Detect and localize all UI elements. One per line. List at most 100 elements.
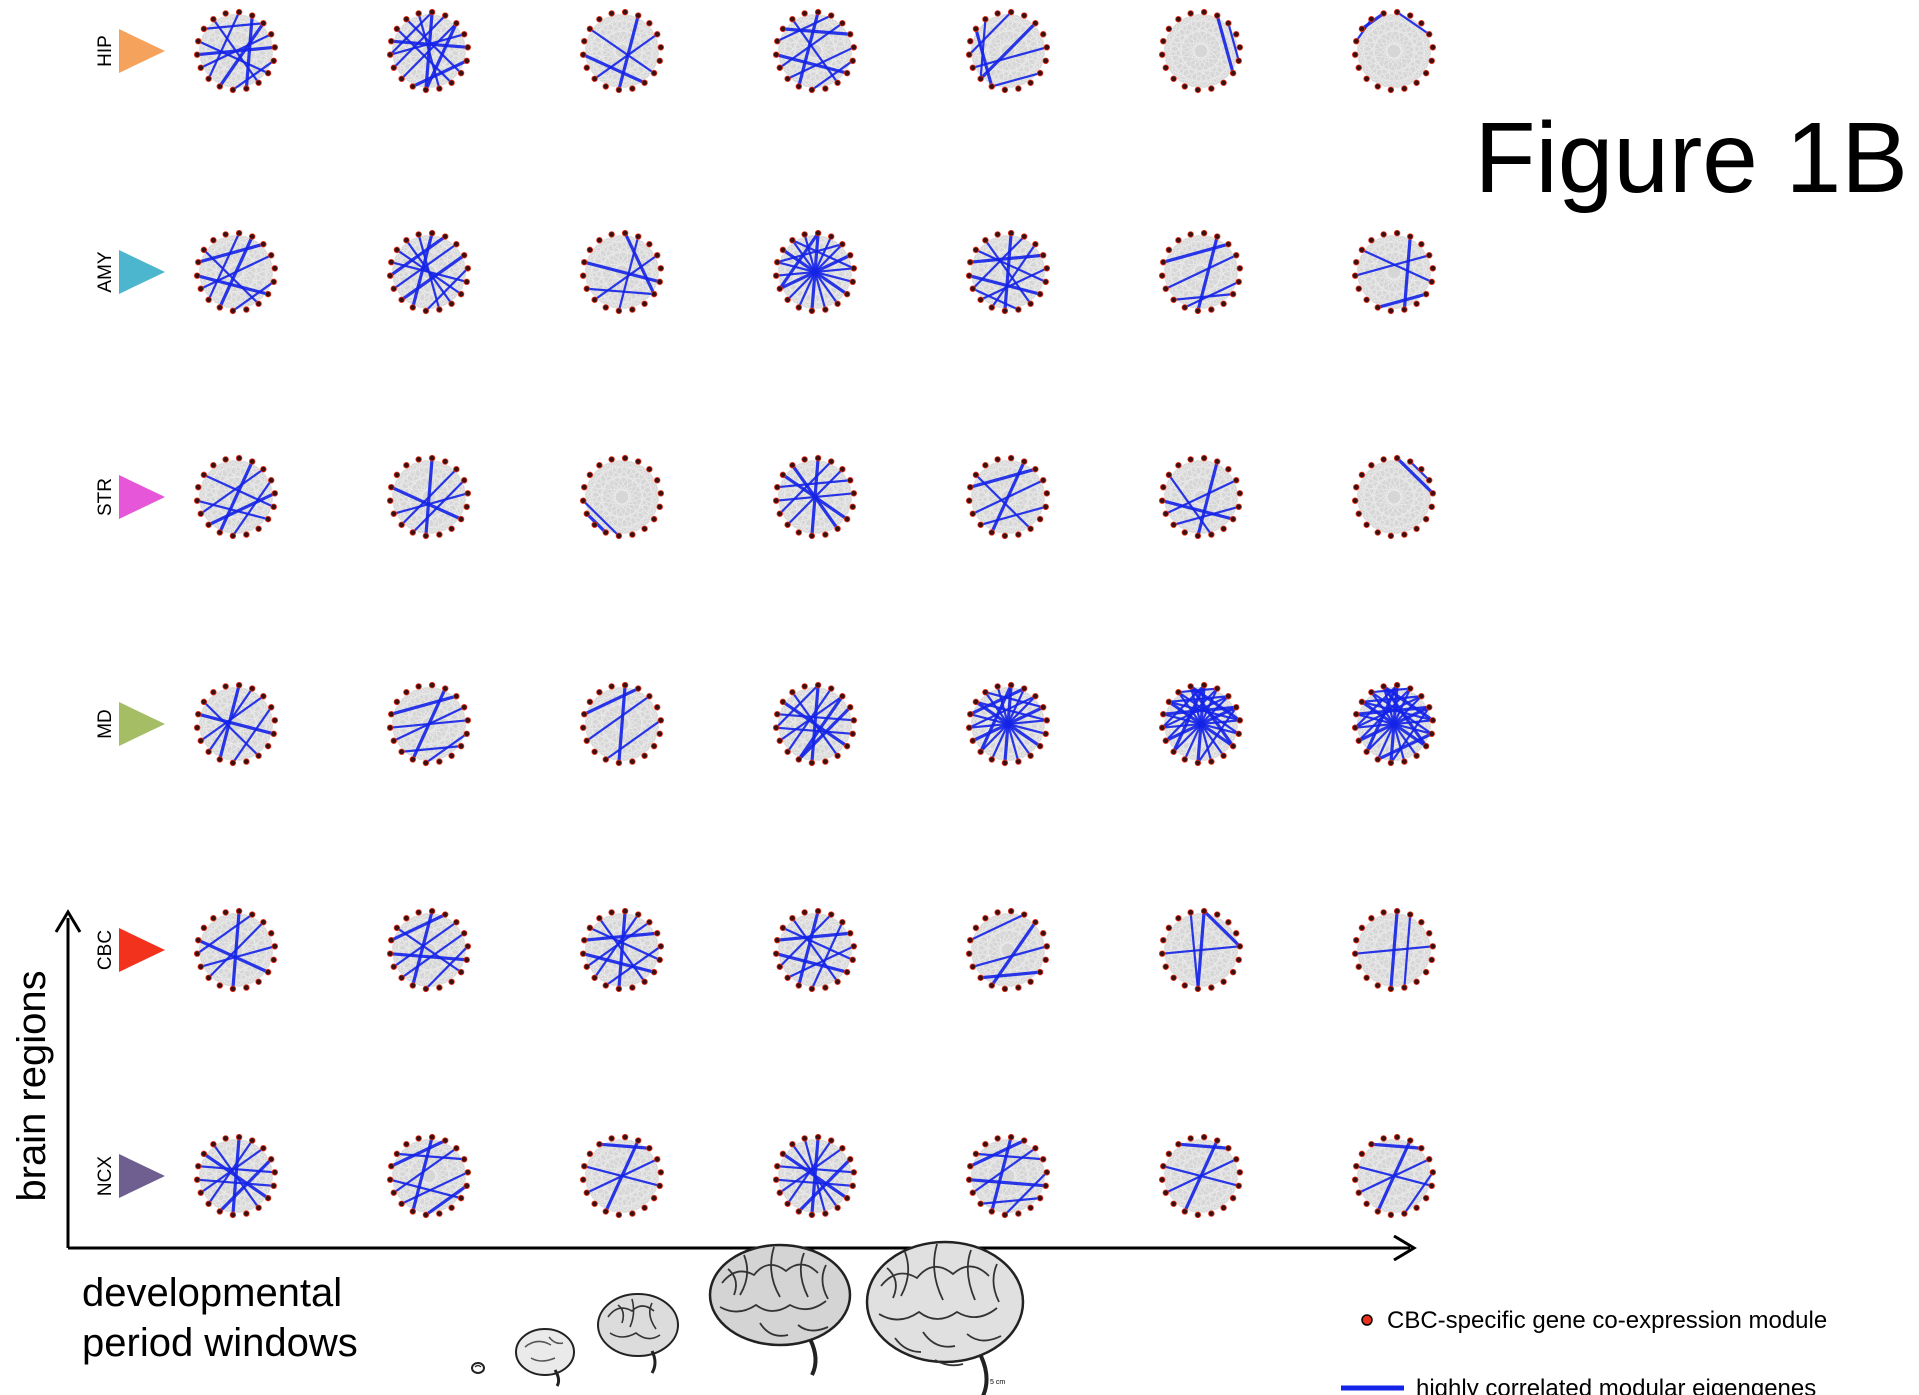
module-node xyxy=(235,681,243,689)
correlated-edge xyxy=(979,18,987,80)
module-node xyxy=(847,930,854,937)
module-node xyxy=(1214,911,1221,918)
module-node xyxy=(1351,272,1359,279)
module-node xyxy=(264,1194,272,1202)
module-node xyxy=(1426,930,1433,937)
module-node xyxy=(621,8,629,16)
module-node xyxy=(1181,1208,1188,1215)
module-node xyxy=(249,911,256,918)
module-node xyxy=(205,75,212,82)
module-node xyxy=(270,1182,277,1190)
module-node xyxy=(1233,704,1240,711)
correlated-edge xyxy=(968,686,1026,716)
module-node xyxy=(1194,86,1202,94)
module-node xyxy=(1225,241,1232,248)
module-node xyxy=(453,466,460,473)
module-node xyxy=(843,69,851,77)
correlated-edge xyxy=(1360,695,1423,703)
correlated-edge xyxy=(196,712,276,736)
correlated-edge xyxy=(979,505,1047,526)
module-node xyxy=(1001,307,1009,315)
correlated-edge xyxy=(1389,706,1431,764)
correlated-edge xyxy=(971,945,1048,968)
module-node xyxy=(270,278,277,286)
module-node xyxy=(1165,25,1173,33)
correlated-edge xyxy=(582,931,659,942)
module-node xyxy=(1160,710,1167,718)
module-node xyxy=(654,704,661,711)
legend-edge-entry: highly correlated modular eigengenes xyxy=(1341,1375,1816,1395)
module-node xyxy=(1353,37,1360,45)
module-node xyxy=(1042,503,1049,511)
module-node xyxy=(972,1150,980,1158)
module-node xyxy=(839,20,846,27)
module-node xyxy=(1001,532,1009,540)
network-cbc-w7 xyxy=(1351,907,1437,993)
module-node xyxy=(1233,930,1240,937)
module-node xyxy=(579,497,587,504)
correlated-edge xyxy=(593,33,659,80)
module-node xyxy=(641,978,648,985)
network-cbc-w3 xyxy=(579,907,665,993)
module-node xyxy=(641,300,648,307)
module-node xyxy=(1214,1137,1221,1144)
module-node xyxy=(195,1162,202,1170)
module-node xyxy=(1036,515,1044,523)
module-node xyxy=(1351,497,1359,504)
correlated-edge xyxy=(617,13,640,92)
correlated-edge xyxy=(803,1137,827,1215)
correlated-edge xyxy=(388,952,469,962)
module-node xyxy=(822,758,829,765)
module-node xyxy=(398,748,405,755)
module-node xyxy=(229,532,237,540)
module-node xyxy=(801,1135,808,1142)
module-node xyxy=(453,20,460,27)
module-node xyxy=(1387,532,1395,540)
module-node xyxy=(1015,306,1022,313)
module-node xyxy=(591,1200,598,1207)
module-node xyxy=(390,285,397,292)
module-node xyxy=(197,510,204,517)
correlated-edge xyxy=(582,686,640,716)
module-node xyxy=(457,515,465,523)
module-node xyxy=(1158,950,1166,957)
module-node xyxy=(422,86,430,94)
correlated-edge xyxy=(778,460,833,515)
module-node xyxy=(635,911,642,918)
module-node xyxy=(596,689,603,696)
module-node xyxy=(1407,233,1414,240)
module-node xyxy=(994,683,1001,690)
module-node xyxy=(1040,252,1047,259)
module-node xyxy=(839,466,846,473)
module-node xyxy=(216,304,223,311)
module-node xyxy=(834,525,841,532)
module-node xyxy=(1040,704,1047,711)
correlated-edge xyxy=(197,1165,276,1174)
module-node xyxy=(1353,483,1360,491)
module-node xyxy=(784,1200,791,1207)
module-node xyxy=(1043,943,1051,950)
module-node xyxy=(1170,748,1177,755)
correlated-edge xyxy=(244,13,254,91)
module-node xyxy=(1428,57,1435,65)
network-ncx-w3 xyxy=(579,1133,665,1219)
module-node xyxy=(1001,86,1009,94)
module-node xyxy=(1235,57,1242,65)
correlated-edge xyxy=(597,1142,651,1150)
module-node xyxy=(969,64,976,71)
module-node xyxy=(195,483,202,491)
network-mesh xyxy=(968,11,1048,91)
module-node xyxy=(464,490,472,497)
module-node xyxy=(1032,919,1039,926)
module-node xyxy=(988,529,995,536)
module-node xyxy=(994,909,1001,916)
module-node xyxy=(1043,717,1051,724)
module-node xyxy=(629,531,636,538)
module-node xyxy=(1032,241,1039,248)
module-node xyxy=(415,1135,422,1142)
module-node xyxy=(1042,1182,1049,1190)
module-node xyxy=(1418,693,1425,700)
module-node xyxy=(193,51,201,58)
module-node xyxy=(596,915,603,922)
correlated-edge xyxy=(776,713,855,722)
